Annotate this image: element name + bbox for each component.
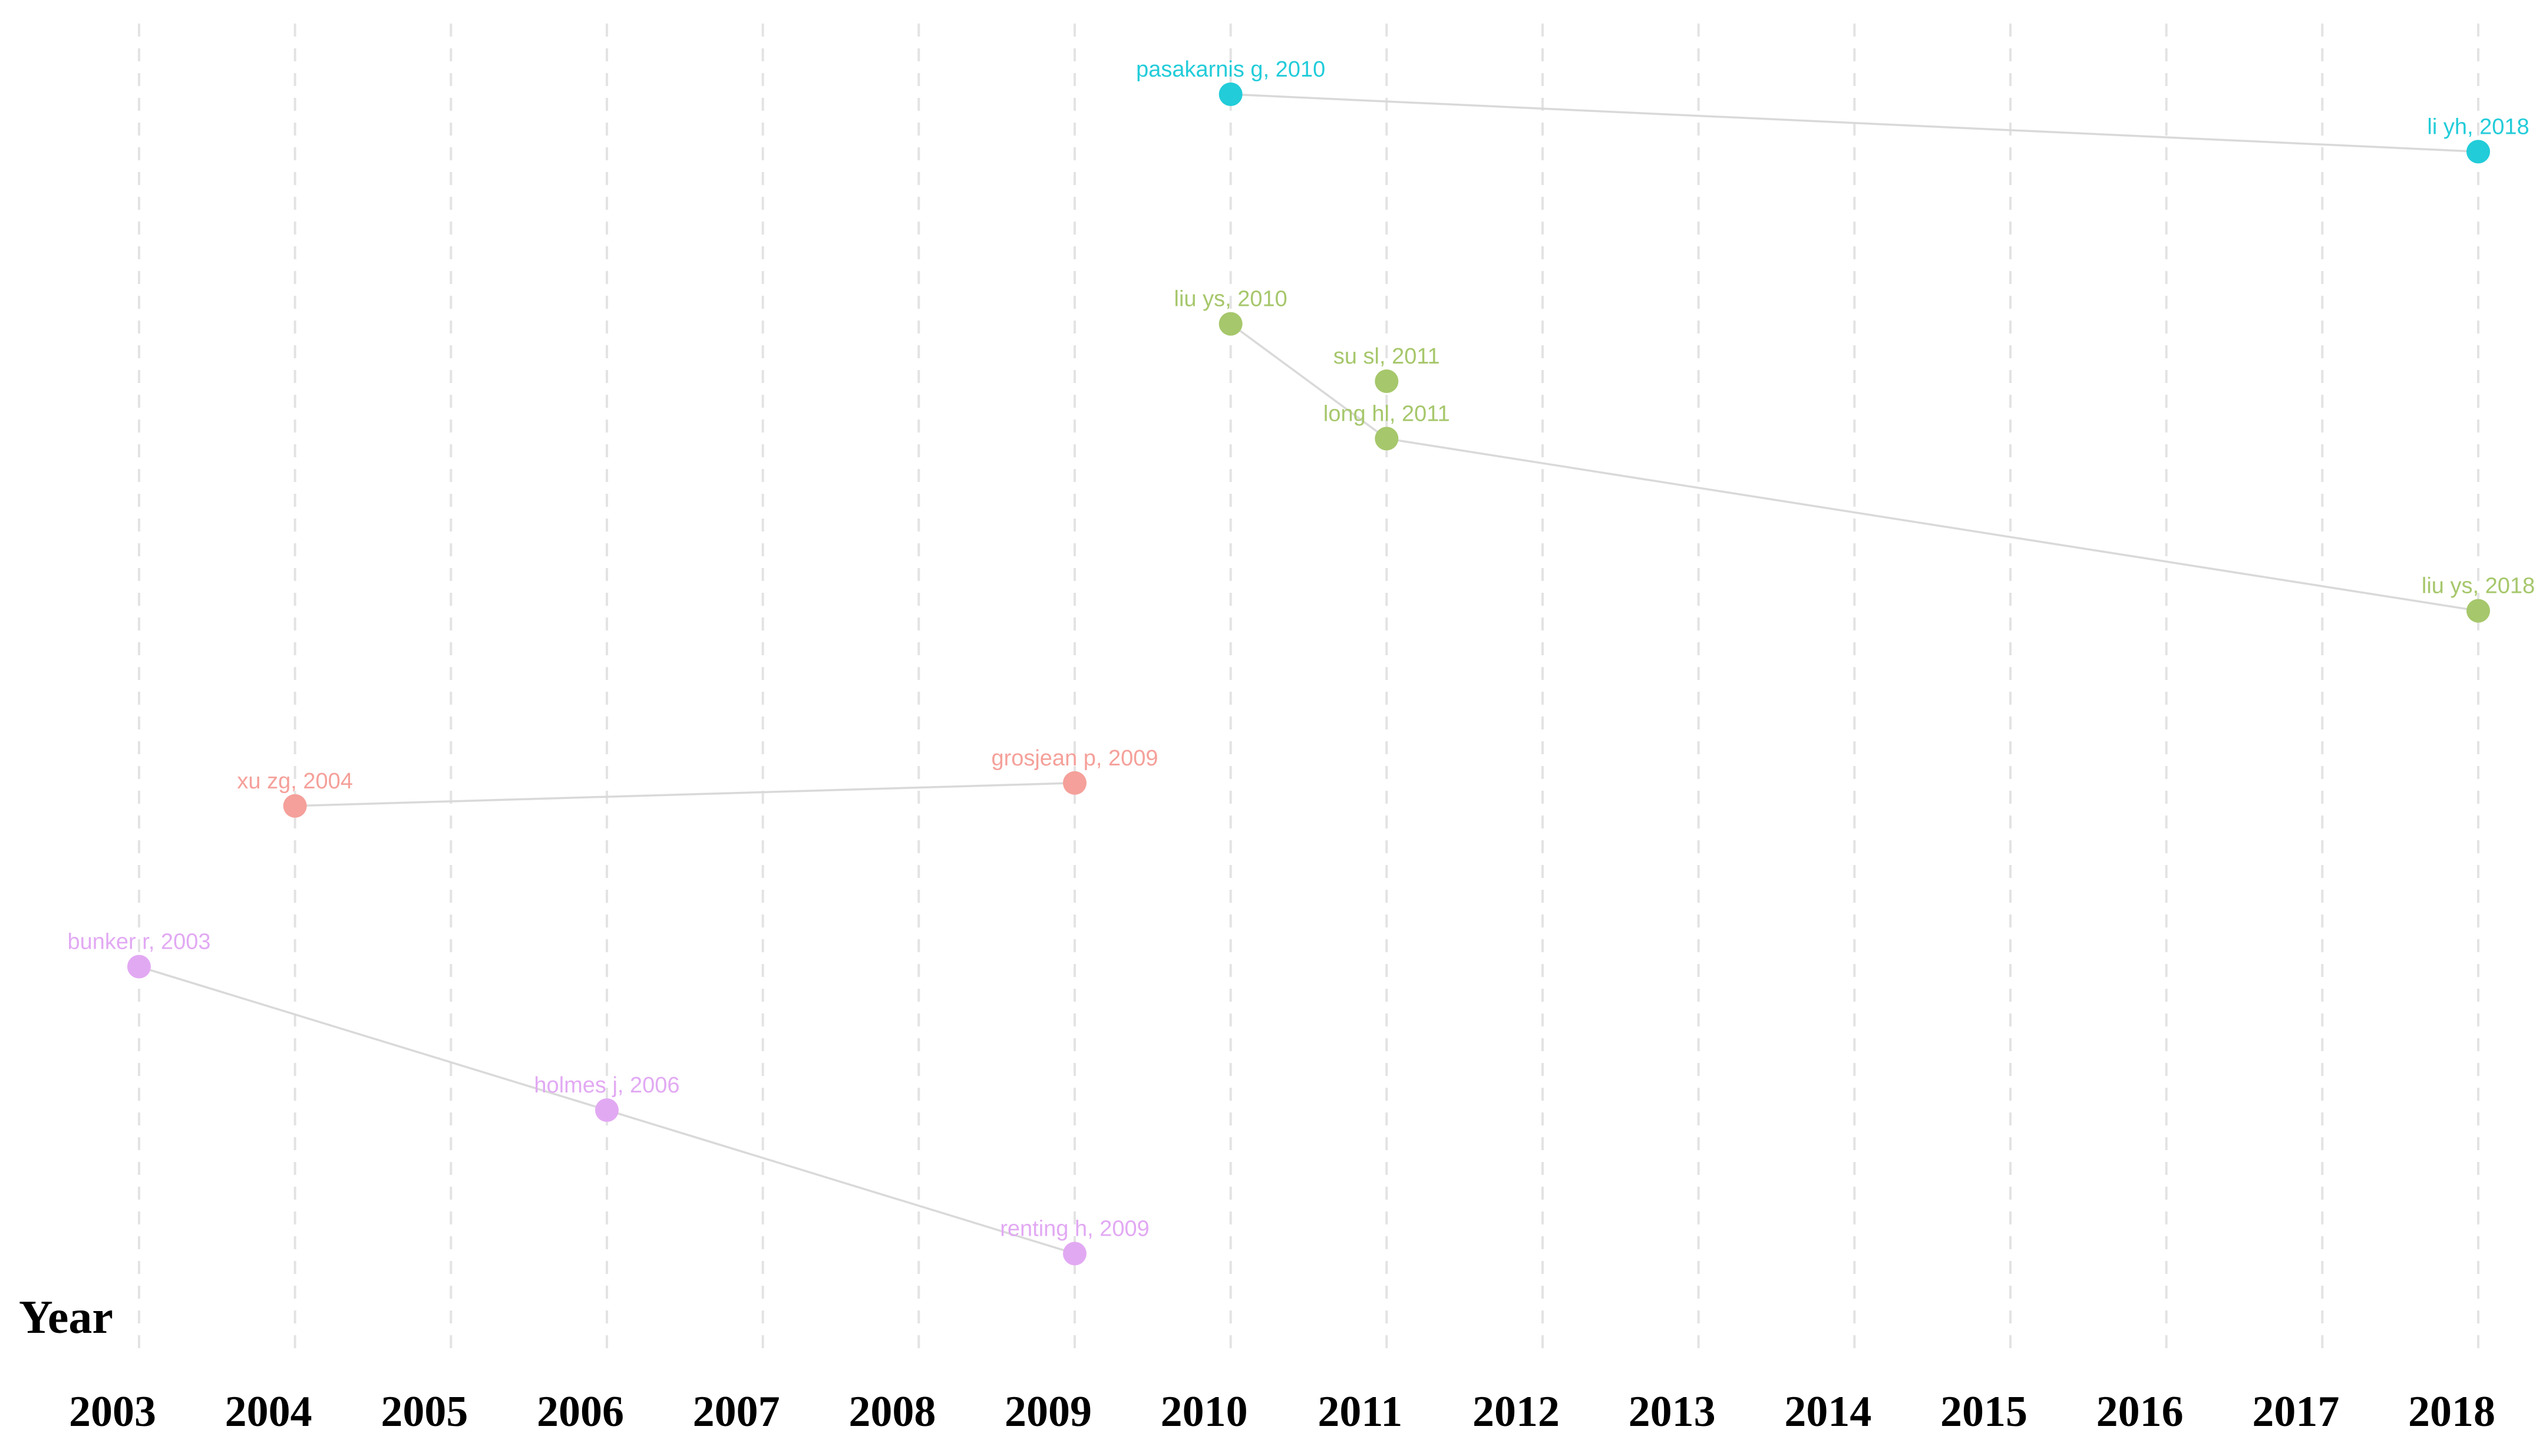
node-liu-ys-2018 xyxy=(2466,599,2490,623)
link-xu-zg-2004-to-grosjean-2009 xyxy=(295,782,1075,807)
node-pasakarnis-2010 xyxy=(1218,82,1243,106)
node-su-sl-2011 xyxy=(1375,369,1399,393)
label-pasakarnis-2010: pasakarnis g, 2010 xyxy=(1136,57,1325,82)
label-long-hl-2011: long hl, 2011 xyxy=(1323,401,1450,426)
x-axis-title: Year xyxy=(19,1292,113,1343)
x-tick-2018: 2018 xyxy=(2408,1388,2495,1436)
label-li-yh-2018: li yh, 2018 xyxy=(2427,114,2529,139)
x-tick-2010: 2010 xyxy=(1161,1388,1248,1436)
publication-labels: pasakarnis g, 2010 li yh, 2018 liu ys, 201… xyxy=(68,57,2535,1241)
link-long-hl-2011-to-liu-ys-2018 xyxy=(1386,437,2479,612)
node-renting-2009 xyxy=(1063,1242,1087,1266)
x-tick-2005: 2005 xyxy=(381,1388,468,1436)
x-tick-2013: 2013 xyxy=(1629,1388,1716,1436)
link-liu-ys-2010-to-long-hl-2011 xyxy=(1230,323,1388,440)
x-tick-2011: 2011 xyxy=(1317,1388,1402,1436)
x-tick-2014: 2014 xyxy=(1784,1388,1871,1436)
node-liu-ys-2010 xyxy=(1218,312,1243,336)
node-xu-zg-2004 xyxy=(283,794,307,818)
node-bunker-2003 xyxy=(127,955,151,979)
x-tick-2009: 2009 xyxy=(1005,1388,1092,1436)
label-renting-2009: renting h, 2009 xyxy=(1000,1216,1150,1241)
grid-lines xyxy=(138,24,2479,1349)
node-grosjean-2009 xyxy=(1063,771,1087,795)
publication-nodes xyxy=(127,82,2490,1266)
link-pasakarnis-2010-to-li-yh-2018 xyxy=(1230,93,2479,153)
x-tick-2007: 2007 xyxy=(693,1388,780,1436)
label-su-sl-2011: su sl, 2011 xyxy=(1333,344,1440,369)
x-tick-2008: 2008 xyxy=(848,1388,936,1436)
x-tick-2017: 2017 xyxy=(2252,1388,2339,1436)
label-grosjean-2009: grosjean p, 2009 xyxy=(991,746,1158,771)
label-bunker-2003: bunker r, 2003 xyxy=(68,929,211,954)
node-long-hl-2011 xyxy=(1375,427,1399,451)
citation-links xyxy=(138,93,2479,1255)
x-tick-2015: 2015 xyxy=(1940,1388,2027,1436)
x-axis-ticks: 2003 2004 2005 2006 2007 2008 2009 2010 2011 2012… xyxy=(69,1388,2495,1436)
label-holmes-2006: holmes j, 2006 xyxy=(534,1073,679,1098)
x-tick-2012: 2012 xyxy=(1472,1388,1560,1436)
x-tick-2006: 2006 xyxy=(537,1388,624,1436)
link-holmes-2006-to-renting-2009 xyxy=(606,1109,1075,1255)
x-tick-2004: 2004 xyxy=(225,1388,312,1436)
label-liu-ys-2018: liu ys, 2018 xyxy=(2422,574,2535,599)
x-tick-2016: 2016 xyxy=(2096,1388,2184,1436)
label-liu-ys-2010: liu ys, 2010 xyxy=(1174,287,1287,312)
node-li-yh-2018 xyxy=(2466,140,2490,164)
link-bunker-2003-to-holmes-2006 xyxy=(138,965,607,1111)
node-holmes-2006 xyxy=(595,1098,619,1122)
x-tick-2003: 2003 xyxy=(69,1388,156,1436)
label-xu-zg-2004: xu zg, 2004 xyxy=(237,769,352,794)
